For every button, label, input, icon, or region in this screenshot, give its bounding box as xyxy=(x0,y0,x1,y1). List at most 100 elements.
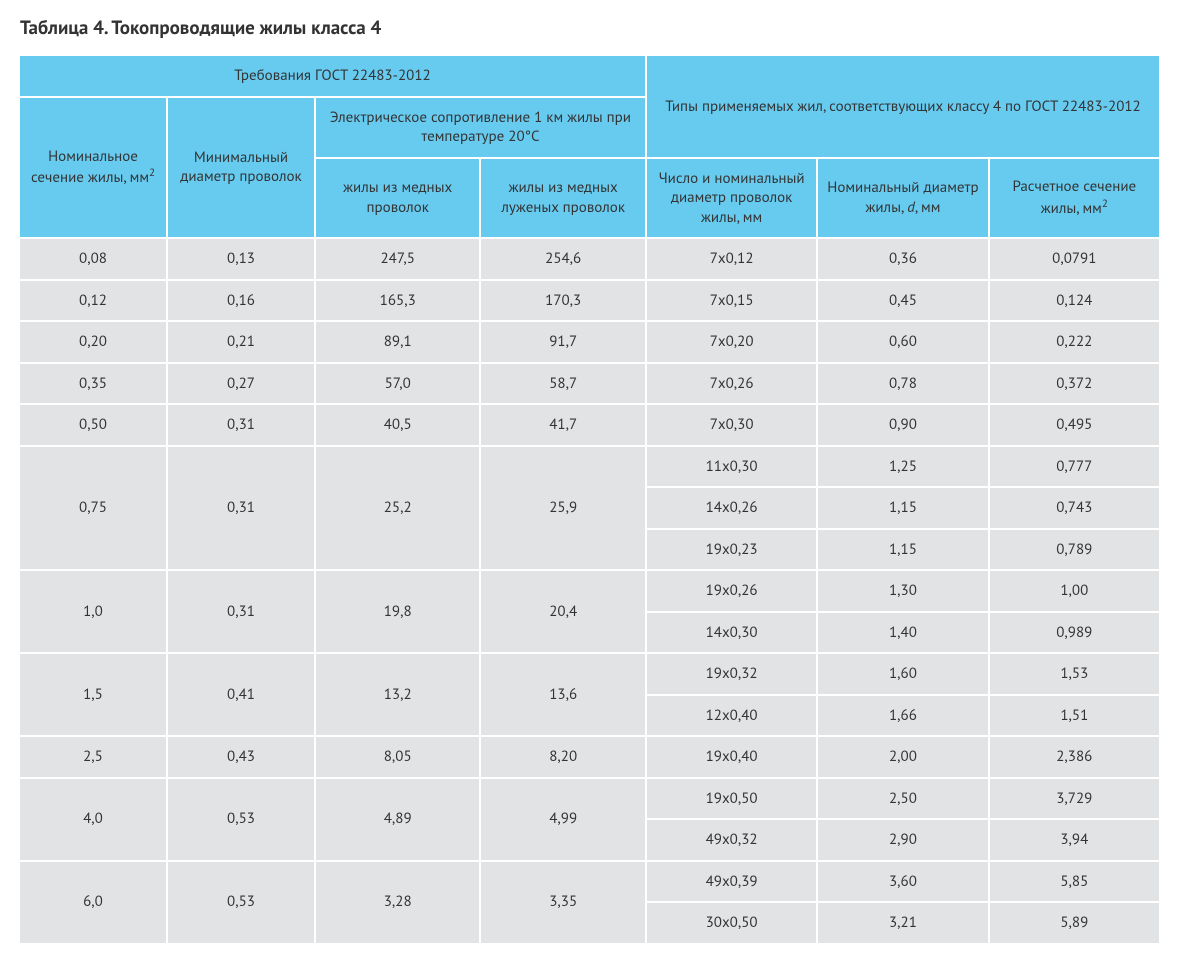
cell-nom-dia: 1,30 xyxy=(818,571,987,611)
cell-nom-dia: 1,15 xyxy=(818,530,987,570)
cell-count-dia: 7х0,20 xyxy=(647,322,816,362)
cell-calc-section: 0,124 xyxy=(990,281,1159,321)
th-nominal-section-text: Номинальное сечение жилы, мм xyxy=(31,147,149,188)
cell-copper: 3,28 xyxy=(316,862,479,943)
cell-count-dia: 30х0,50 xyxy=(647,903,816,943)
cell-copper: 13,2 xyxy=(316,654,479,735)
cell-section: 0,20 xyxy=(20,322,166,362)
cell-nom-dia: 1,15 xyxy=(818,488,987,528)
cell-min-dia: 0,13 xyxy=(168,239,314,279)
cell-tinned: 58,7 xyxy=(481,364,644,404)
cell-copper: 25,2 xyxy=(316,447,479,570)
cell-count-dia: 7х0,30 xyxy=(647,405,816,445)
th-nominal-section: Номинальное сечение жилы, мм2 xyxy=(20,98,166,238)
cell-nom-dia: 2,50 xyxy=(818,779,987,819)
cell-nom-dia: 3,21 xyxy=(818,903,987,943)
cell-min-dia: 0,27 xyxy=(168,364,314,404)
th-nom-dia-var: d xyxy=(907,198,915,217)
cell-nom-dia: 1,66 xyxy=(818,696,987,736)
cell-tinned: 13,6 xyxy=(481,654,644,735)
cell-min-dia: 0,31 xyxy=(168,447,314,570)
cell-count-dia: 12х0,40 xyxy=(647,696,816,736)
cell-section: 1,0 xyxy=(20,571,166,652)
cell-calc-section: 1,00 xyxy=(990,571,1159,611)
cell-calc-section: 0,372 xyxy=(990,364,1159,404)
cell-section: 6,0 xyxy=(20,862,166,943)
cell-tinned: 254,6 xyxy=(481,239,644,279)
cell-calc-section: 0,0791 xyxy=(990,239,1159,279)
cell-copper: 40,5 xyxy=(316,405,479,445)
cell-min-dia: 0,21 xyxy=(168,322,314,362)
cell-tinned: 4,99 xyxy=(481,779,644,860)
cell-calc-section: 5,89 xyxy=(990,903,1159,943)
th-gost-req: Требования ГОСТ 22483-2012 xyxy=(20,56,645,96)
cell-calc-section: 2,386 xyxy=(990,737,1159,777)
conductor-table: Требования ГОСТ 22483-2012 Типы применяе… xyxy=(18,54,1161,945)
cell-count-dia: 7х0,15 xyxy=(647,281,816,321)
cell-nom-dia: 3,60 xyxy=(818,862,987,902)
table-row: 1,00,3119,820,419х0,261,301,00 xyxy=(20,571,1159,611)
table-row: 0,080,13247,5254,67х0,120,360,0791 xyxy=(20,239,1159,279)
cell-section: 0,08 xyxy=(20,239,166,279)
th-min-wire-dia: Минимальный диаметр проволок xyxy=(168,98,314,238)
table-row: 0,350,2757,058,77х0,260,780,372 xyxy=(20,364,1159,404)
cell-min-dia: 0,53 xyxy=(168,779,314,860)
th-resistance: Электрическое сопротивление 1 км жилы пр… xyxy=(316,98,645,157)
cell-min-dia: 0,41 xyxy=(168,654,314,735)
cell-count-dia: 14х0,26 xyxy=(647,488,816,528)
cell-copper: 89,1 xyxy=(316,322,479,362)
cell-tinned: 41,7 xyxy=(481,405,644,445)
cell-section: 0,75 xyxy=(20,447,166,570)
cell-count-dia: 7х0,12 xyxy=(647,239,816,279)
cell-section: 0,35 xyxy=(20,364,166,404)
table-row: 1,50,4113,213,619х0,321,601,53 xyxy=(20,654,1159,694)
cell-count-dia: 7х0,26 xyxy=(647,364,816,404)
table-row: 0,750,3125,225,911х0,301,250,777 xyxy=(20,447,1159,487)
cell-section: 2,5 xyxy=(20,737,166,777)
cell-count-dia: 49х0,39 xyxy=(647,862,816,902)
cell-nom-dia: 0,36 xyxy=(818,239,987,279)
th-tinned: жилы из медных луженых прово­лок xyxy=(481,159,644,238)
cell-tinned: 25,9 xyxy=(481,447,644,570)
cell-section: 4,0 xyxy=(20,779,166,860)
cell-nom-dia: 2,00 xyxy=(818,737,987,777)
cell-calc-section: 0,222 xyxy=(990,322,1159,362)
th-calc-section-text: Расчетное сечение жилы, мм xyxy=(1012,177,1136,218)
table-row: 6,00,533,283,3549х0,393,605,85 xyxy=(20,862,1159,902)
table-row: 0,200,2189,191,77х0,200,600,222 xyxy=(20,322,1159,362)
cell-count-dia: 19х0,32 xyxy=(647,654,816,694)
cell-copper: 8,05 xyxy=(316,737,479,777)
table-row: 0,500,3140,541,77х0,300,900,495 xyxy=(20,405,1159,445)
cell-calc-section: 5,85 xyxy=(990,862,1159,902)
cell-nom-dia: 1,40 xyxy=(818,613,987,653)
cell-count-dia: 19х0,40 xyxy=(647,737,816,777)
th-nom-dia: Номинальный диаметр жилы, d, мм xyxy=(818,159,987,238)
cell-count-dia: 49х0,32 xyxy=(647,820,816,860)
cell-min-dia: 0,43 xyxy=(168,737,314,777)
cell-section: 0,50 xyxy=(20,405,166,445)
th-copper: жилы из медных проволок xyxy=(316,159,479,238)
cell-copper: 247,5 xyxy=(316,239,479,279)
cell-nom-dia: 2,90 xyxy=(818,820,987,860)
cell-tinned: 3,35 xyxy=(481,862,644,943)
cell-section: 1,5 xyxy=(20,654,166,735)
cell-copper: 165,3 xyxy=(316,281,479,321)
cell-nom-dia: 0,45 xyxy=(818,281,987,321)
th-calc-section: Расчетное сечение жилы, мм2 xyxy=(990,159,1159,238)
cell-count-dia: 11х0,30 xyxy=(647,447,816,487)
th-nom-dia-unit: , мм xyxy=(915,198,941,217)
cell-calc-section: 3,729 xyxy=(990,779,1159,819)
cell-copper: 19,8 xyxy=(316,571,479,652)
cell-tinned: 20,4 xyxy=(481,571,644,652)
cell-count-dia: 19х0,23 xyxy=(647,530,816,570)
cell-calc-section: 0,743 xyxy=(990,488,1159,528)
table-row: 2,50,438,058,2019х0,402,002,386 xyxy=(20,737,1159,777)
cell-count-dia: 19х0,50 xyxy=(647,779,816,819)
th-types: Типы применяемых жил, соответствующих кл… xyxy=(647,56,1159,157)
table-head: Требования ГОСТ 22483-2012 Типы применяе… xyxy=(20,56,1159,237)
cell-calc-section: 0,777 xyxy=(990,447,1159,487)
cell-nom-dia: 1,25 xyxy=(818,447,987,487)
cell-nom-dia: 0,78 xyxy=(818,364,987,404)
cell-section: 0,12 xyxy=(20,281,166,321)
cell-calc-section: 1,53 xyxy=(990,654,1159,694)
